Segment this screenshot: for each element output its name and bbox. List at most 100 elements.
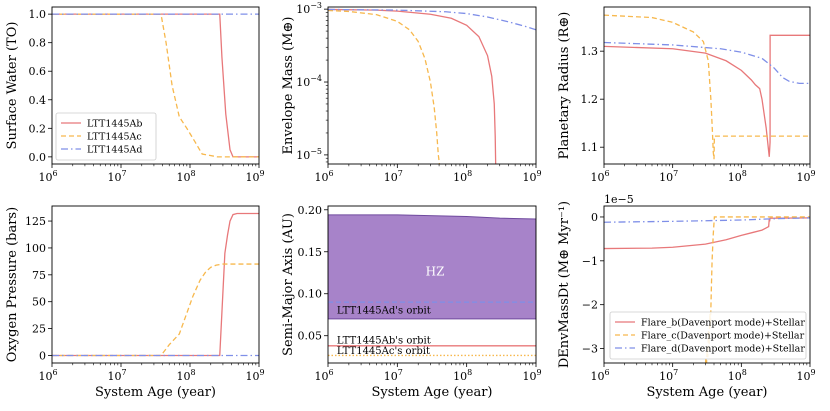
x-tick-label: 109: [245, 169, 264, 184]
series-line-ltt1445ac: [604, 14, 810, 160]
axes-frame: [51, 6, 260, 165]
x-tick-base: 10: [314, 171, 328, 184]
y-tick-label: −3: [582, 343, 598, 356]
y-tick-label: 1.3: [581, 45, 599, 58]
x-tick-label: 108: [728, 368, 747, 383]
y-axis-label: Oxygen Pressure (bars): [5, 207, 20, 362]
legend-box: [609, 311, 807, 360]
hz-label: HZ: [426, 264, 445, 278]
legend-label: LTT1445Ab: [87, 119, 143, 130]
y-tick-base: 10: [296, 76, 310, 89]
y-tick-label: 10−4: [296, 74, 322, 89]
series-line-ltt1445ac: [52, 13, 259, 158]
y-tick-base: 10: [296, 3, 310, 16]
x-tick-label: 106: [314, 368, 333, 383]
x-tick-exponent: 6: [604, 368, 609, 377]
x-tick-label: 108: [176, 169, 195, 184]
x-tick-base: 10: [590, 171, 604, 184]
legend-label: Flare_d(Davenport mode)+Stellar: [641, 344, 805, 355]
x-tick-exponent: 6: [52, 169, 57, 178]
x-tick-label: 106: [590, 169, 609, 184]
x-tick-exponent: 9: [536, 169, 541, 178]
x-tick-exponent: 8: [467, 368, 472, 377]
x-tick-label: 106: [38, 368, 57, 383]
axes-frame: [327, 6, 537, 165]
x-tick-label: 107: [107, 169, 126, 184]
x-tick-base: 10: [590, 370, 604, 383]
x-tick-label: 106: [314, 169, 333, 184]
x-tick-base: 10: [245, 370, 259, 383]
x-tick-base: 10: [38, 370, 52, 383]
y-tick-label: 0.4: [29, 94, 47, 107]
x-tick-base: 10: [659, 370, 673, 383]
plot-area: [328, 8, 536, 164]
plot-area: [52, 212, 259, 357]
x-tick-exponent: 9: [810, 169, 815, 178]
y-tick-label: 0.8: [29, 37, 47, 50]
y-tick-label: 0.20: [298, 204, 323, 217]
x-axis-label: System Age (year): [372, 385, 493, 400]
y-tick-label: 1.0: [29, 8, 47, 21]
x-tick-exponent: 6: [328, 368, 333, 377]
x-tick-exponent: 7: [398, 368, 403, 377]
y-tick-exponent: −4: [310, 74, 322, 83]
y-tick-label: 0: [591, 211, 598, 224]
series-line-ltt1445ab: [52, 212, 259, 357]
plot-area: [52, 13, 259, 158]
legend-label: LTT1445Ad: [87, 145, 143, 156]
y-multiplier: 1e−5: [604, 193, 634, 206]
plot-area: [328, 214, 536, 357]
x-tick-exponent: 9: [536, 368, 541, 377]
y-tick-label: 0.15: [298, 246, 323, 259]
orbit-annotation: LTT1445Ad's orbit: [337, 305, 431, 316]
y-axis-label: DEnvMassDt (M⊕ Myr⁻¹): [557, 201, 572, 368]
x-tick-label: 107: [659, 169, 678, 184]
series-line-flare-d-davenport-mode-stellar: [604, 217, 810, 223]
x-tick-base: 10: [107, 171, 121, 184]
legend: LTT1445Ab LTT1445Ac LTT1445Ad: [55, 112, 157, 161]
axes-frame: [603, 205, 811, 364]
x-tick-label: 109: [796, 368, 815, 383]
y-tick-base: 10: [296, 149, 310, 162]
y-tick-label: −1: [582, 255, 598, 268]
x-tick-base: 10: [522, 370, 536, 383]
x-tick-base: 10: [384, 171, 398, 184]
y-axis-label: Semi-Major Axis (AU): [281, 213, 296, 356]
series-line-ltt1445ab: [604, 34, 810, 157]
y-tick-label: −2: [582, 299, 598, 312]
y-tick-label: 125: [25, 215, 46, 228]
y-tick-label: 0.10: [298, 288, 323, 301]
y-tick-label: 0.05: [298, 330, 323, 343]
y-tick-label: 75: [32, 269, 46, 282]
legend-label: Flare_c(Davenport mode)+Stellar: [641, 331, 805, 342]
y-tick-label: 0.2: [29, 122, 47, 135]
x-tick-base: 10: [453, 171, 467, 184]
y-tick-label: 100: [25, 242, 46, 255]
x-tick-base: 10: [728, 171, 742, 184]
x-tick-exponent: 6: [604, 169, 609, 178]
x-tick-exponent: 8: [742, 169, 747, 178]
legend-box: [55, 112, 157, 161]
axes-frame: [327, 205, 537, 364]
y-axis-label: Envelope Mass (M⊕): [281, 17, 296, 155]
x-tick-label: 107: [384, 368, 403, 383]
panel-semi-major-axis: HZ LTT1445Ad's orbit LTT1445Ab's orbitLTT1…: [281, 204, 542, 400]
series-line-ltt1445ac: [328, 9, 441, 164]
x-tick-base: 10: [314, 370, 328, 383]
x-tick-base: 10: [796, 370, 810, 383]
x-tick-exponent: 9: [259, 169, 264, 178]
legend-label: Flare_b(Davenport mode)+Stellar: [641, 318, 805, 329]
x-tick-base: 10: [176, 370, 190, 383]
y-tick-label: 0: [39, 349, 46, 362]
x-tick-label: 109: [522, 169, 541, 184]
x-tick-base: 10: [796, 171, 810, 184]
y-axis-label: Surface Water (TO): [5, 22, 20, 150]
x-axis-label: System Age (year): [95, 385, 216, 400]
series-line-ltt1445ab: [328, 8, 497, 164]
x-tick-exponent: 7: [121, 368, 126, 377]
axes-frame: [51, 205, 260, 364]
